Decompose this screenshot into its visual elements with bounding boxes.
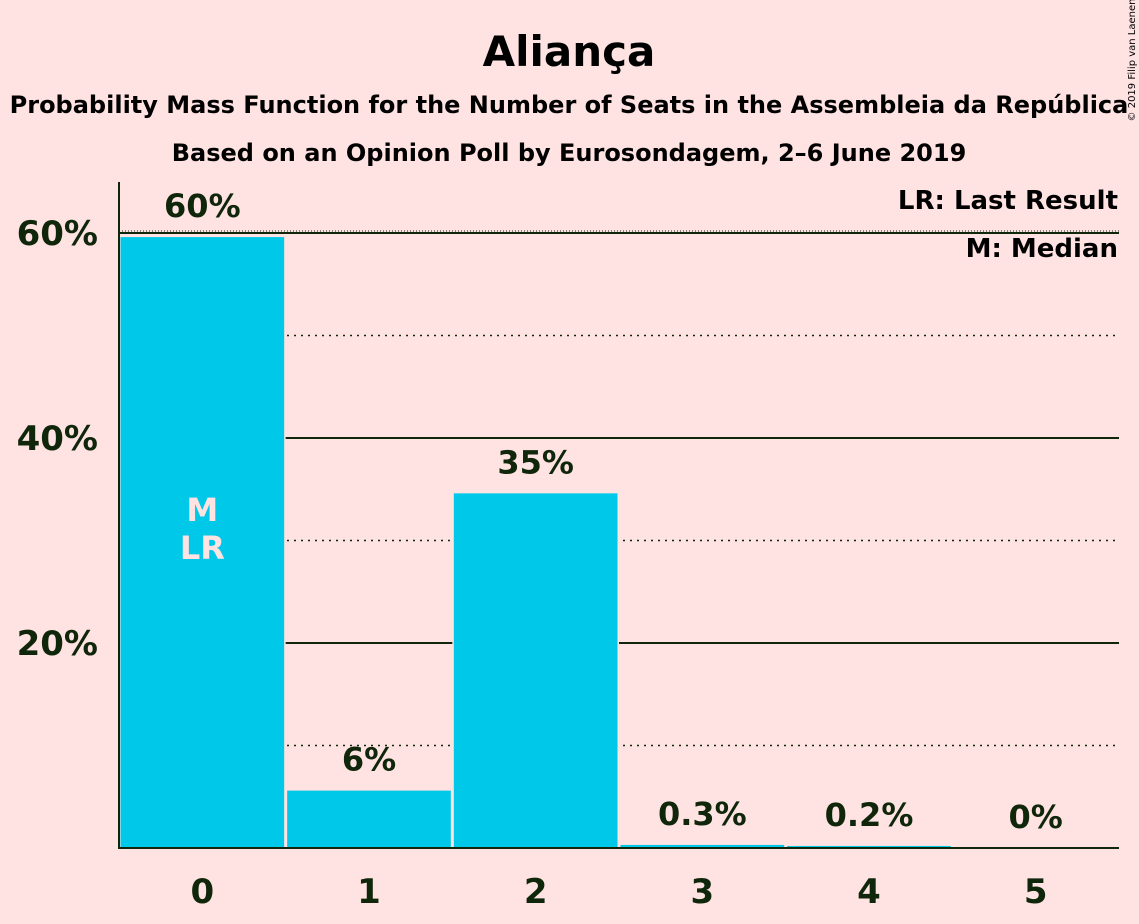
bar-4 <box>787 845 951 848</box>
copyright-notice: © 2019 Filip van Laenen <box>1127 0 1138 121</box>
bar-value-label: 35% <box>497 443 574 481</box>
legend-median: M: Median <box>966 234 1118 264</box>
bar-marker-m: M <box>186 491 218 529</box>
bar-value-label: 6% <box>342 741 396 779</box>
bar-value-labels: 60% 6% 35% 0.3% 0.2% 0% MLR <box>164 187 1063 836</box>
bar-value-label: 0% <box>1009 798 1063 836</box>
x-tick-label: 3 <box>690 872 714 912</box>
chart-subtitle: Probability Mass Function for the Number… <box>10 91 1129 119</box>
x-tick-label: 4 <box>857 872 881 912</box>
x-tick-label: 1 <box>357 872 381 912</box>
legend-last-result: LR: Last Result <box>898 186 1118 216</box>
bar-2 <box>453 493 618 848</box>
bar-value-label: 0.3% <box>658 795 747 833</box>
x-tick-label: 0 <box>190 872 214 912</box>
y-tick-label: 60% <box>17 214 98 254</box>
y-tick-label: 20% <box>17 624 98 664</box>
y-tick-label: 40% <box>17 419 98 459</box>
bar-value-label: 60% <box>164 187 241 225</box>
x-axis-ticks: 0 1 2 3 4 5 <box>190 872 1047 912</box>
chart-subtitle-source: Based on an Opinion Poll by Eurosondagem… <box>172 139 967 167</box>
bar-3 <box>620 844 785 848</box>
chart-title: Aliança <box>483 27 656 76</box>
x-tick-label: 2 <box>524 872 548 912</box>
y-axis-ticks: 20% 40% 60% <box>17 214 98 664</box>
bars <box>119 235 1119 849</box>
bar-1 <box>287 790 451 848</box>
x-tick-label: 5 <box>1024 872 1048 912</box>
bar-marker-lr: LR <box>180 529 225 567</box>
bar-value-label: 0.2% <box>825 796 914 834</box>
bar-0 <box>120 237 285 849</box>
